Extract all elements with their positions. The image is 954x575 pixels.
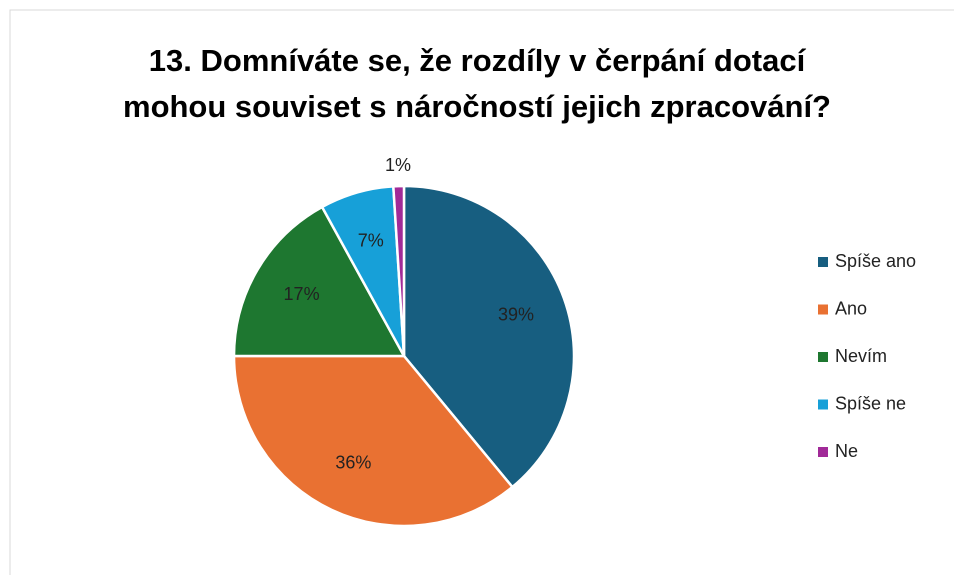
legend-label: Ne xyxy=(835,441,858,461)
legend-swatch xyxy=(818,304,828,315)
legend-label: Nevím xyxy=(835,346,887,366)
legend-label: Spíše ne xyxy=(835,393,906,413)
legend-label: Ano xyxy=(835,298,867,318)
legend-swatch xyxy=(818,352,828,362)
legend-swatch xyxy=(818,257,828,267)
pie-slice xyxy=(391,184,406,357)
legend-swatch xyxy=(818,447,828,457)
data-label: 1% xyxy=(385,155,411,175)
legend-swatch xyxy=(818,399,828,410)
chart-border xyxy=(9,9,954,575)
data-label: 39% xyxy=(498,304,534,324)
pie-slice xyxy=(232,205,407,358)
legend-label: Spíše ano xyxy=(835,251,916,271)
data-label: 17% xyxy=(284,284,320,304)
chart-title: 13. Domníváte se, že rozdíly v čerpání d… xyxy=(123,43,831,124)
pie-slice xyxy=(402,184,576,489)
pie-slice xyxy=(232,354,515,528)
data-label: 7% xyxy=(358,230,384,250)
data-label: 36% xyxy=(335,452,371,472)
